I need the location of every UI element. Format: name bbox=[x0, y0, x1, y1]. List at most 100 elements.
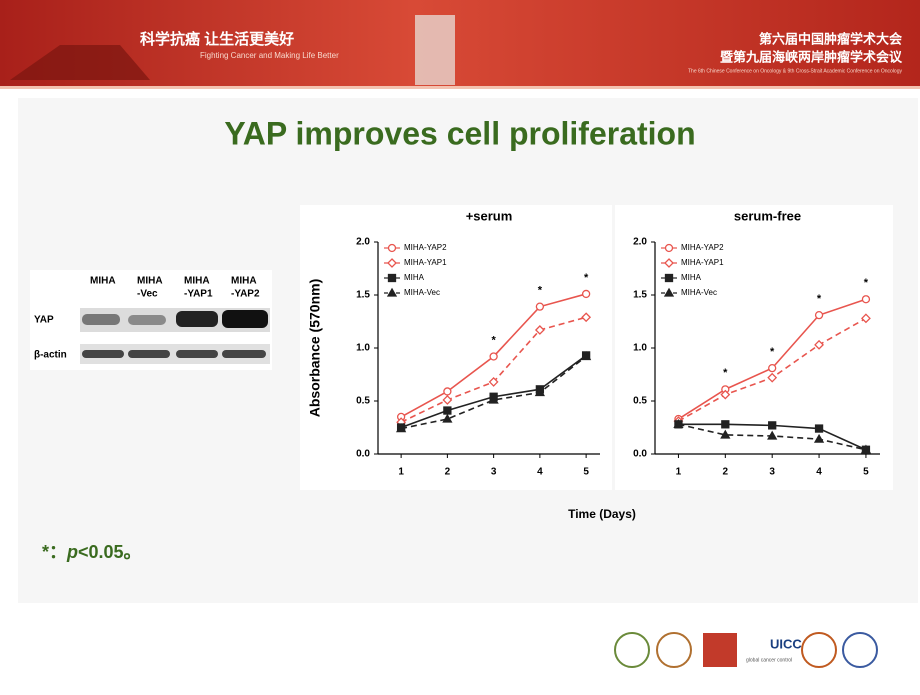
blot-band bbox=[128, 315, 166, 325]
y-tick-label: 0.5 bbox=[356, 396, 370, 407]
legend-label: MIHA-YAP2 bbox=[681, 243, 724, 252]
logo-uicc: UICC bbox=[770, 636, 802, 651]
marker bbox=[581, 312, 592, 323]
y-axis-label: Absorbance (570nm) bbox=[307, 279, 323, 417]
marker bbox=[768, 363, 777, 373]
significance-mark: * bbox=[723, 367, 728, 379]
blot-lane-label: MIHA bbox=[90, 276, 116, 287]
logo-uicc-sub: global cancer control bbox=[746, 657, 792, 663]
y-tick-label: 1.0 bbox=[633, 343, 647, 354]
significance-mark: * bbox=[864, 277, 869, 289]
y-tick-label: 0.0 bbox=[633, 449, 647, 460]
header-rule bbox=[0, 86, 920, 89]
marker bbox=[534, 387, 545, 397]
legend-marker bbox=[387, 273, 397, 283]
legend-label: MIHA bbox=[681, 273, 702, 282]
y-tick-label: 1.5 bbox=[356, 290, 370, 301]
blot-row-label: β-actin bbox=[34, 350, 67, 361]
legend-marker bbox=[387, 243, 397, 253]
legend-label: MIHA-Vec bbox=[404, 288, 440, 297]
legend-label: MIHA-YAP1 bbox=[681, 258, 724, 267]
x-tick-label: 5 bbox=[583, 467, 589, 478]
x-tick-label: 3 bbox=[769, 467, 775, 478]
legend-marker bbox=[387, 258, 397, 268]
marker bbox=[489, 352, 498, 361]
marker bbox=[581, 289, 591, 299]
pavilion-shape bbox=[10, 45, 150, 80]
y-tick-label: 1.0 bbox=[356, 343, 370, 354]
slogan-en: Fighting Cancer and Making Life Better bbox=[200, 51, 339, 60]
chart-panel bbox=[300, 205, 612, 490]
marker bbox=[720, 389, 731, 400]
blot-band bbox=[82, 350, 124, 358]
y-tick-label: 0.5 bbox=[633, 396, 647, 407]
significance-mark: * bbox=[538, 285, 543, 297]
building-shape bbox=[415, 15, 455, 85]
blot-band bbox=[176, 311, 218, 327]
marker bbox=[861, 313, 871, 324]
significance-mark: * bbox=[491, 334, 496, 346]
blot-lane-label: MIHA bbox=[184, 276, 210, 287]
x-tick-label: 1 bbox=[398, 467, 404, 478]
blot-row-label: YAP bbox=[34, 315, 54, 326]
marker bbox=[442, 413, 453, 423]
marker bbox=[534, 325, 545, 335]
slide-title: YAP improves cell proliferation bbox=[224, 115, 695, 151]
marker bbox=[861, 295, 871, 304]
x-axis-label: Time (Days) bbox=[568, 507, 636, 521]
x-tick-label: 2 bbox=[723, 467, 729, 478]
conference-cn-2: 暨第九届海峡两岸肿瘤学术会议 bbox=[720, 49, 903, 64]
legend-label: MIHA-Vec bbox=[681, 288, 717, 297]
blot-lane-label: MIHA bbox=[137, 276, 163, 287]
logo bbox=[703, 633, 737, 667]
marker bbox=[768, 421, 777, 430]
blot-band bbox=[82, 314, 120, 325]
marker bbox=[396, 423, 407, 433]
significance-mark: * bbox=[817, 293, 822, 305]
logo bbox=[656, 632, 692, 668]
blot-band bbox=[222, 350, 266, 358]
footnote-p: p bbox=[66, 542, 78, 562]
marker bbox=[488, 377, 499, 387]
footnote-rest: <0.05。 bbox=[78, 542, 142, 562]
marker bbox=[721, 420, 730, 429]
legend-marker bbox=[664, 258, 674, 268]
marker bbox=[814, 310, 824, 320]
legend-marker bbox=[386, 287, 398, 297]
y-tick-label: 2.0 bbox=[633, 237, 647, 248]
legend-label: MIHA bbox=[404, 273, 425, 282]
logo bbox=[801, 632, 837, 668]
header-banner bbox=[0, 0, 920, 88]
footnote: *：p<0.05。 bbox=[42, 542, 142, 562]
marker bbox=[442, 395, 453, 405]
marker bbox=[813, 433, 825, 443]
chart-title: serum-free bbox=[734, 208, 801, 223]
legend-marker bbox=[664, 243, 674, 253]
x-tick-label: 2 bbox=[445, 467, 451, 478]
marker bbox=[535, 302, 545, 311]
y-tick-label: 2.0 bbox=[356, 237, 370, 248]
legend-label: MIHA-YAP1 bbox=[404, 258, 447, 267]
marker bbox=[443, 387, 452, 396]
blot-band bbox=[176, 350, 218, 358]
y-tick-label: 0.0 bbox=[356, 449, 370, 460]
x-tick-label: 3 bbox=[491, 467, 497, 478]
blot-lane-label: -YAP1 bbox=[184, 289, 213, 300]
logo bbox=[614, 632, 650, 668]
marker bbox=[860, 444, 872, 454]
legend-marker bbox=[664, 273, 674, 283]
marker bbox=[720, 429, 731, 439]
footnote-star: *： bbox=[42, 542, 67, 562]
y-tick-label: 1.5 bbox=[633, 290, 647, 301]
blot-lane-label: -Vec bbox=[137, 289, 158, 300]
significance-mark: * bbox=[770, 346, 775, 358]
marker bbox=[814, 424, 824, 433]
significance-mark: * bbox=[584, 272, 589, 284]
marker bbox=[673, 419, 684, 428]
x-tick-label: 1 bbox=[676, 467, 682, 478]
blot-lane-label: -YAP2 bbox=[231, 289, 260, 300]
marker bbox=[767, 430, 778, 440]
series-line bbox=[400, 355, 587, 430]
